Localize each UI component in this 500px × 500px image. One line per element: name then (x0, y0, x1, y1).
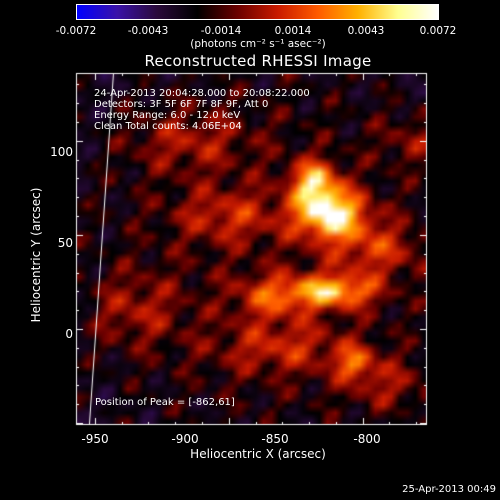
info-total-counts: Clean Total counts: 4.06E+04 (94, 121, 242, 132)
colorbar-tick: 0.0043 (347, 25, 385, 37)
plot-title: Reconstructed RHESSI Image (144, 52, 372, 70)
x-tick-label: -850 (261, 432, 289, 446)
info-time-range: 24-Apr-2013 20:04:28.000 to 20:08:22.000 (94, 88, 310, 99)
peak-position: Position of Peak = [-862,61] (95, 397, 235, 408)
colorbar-tick: 0.0072 (419, 25, 457, 37)
colorbar-unit: (photons cm⁻² s⁻¹ asec⁻²) (190, 38, 326, 50)
x-tick-label: -800 (353, 432, 381, 446)
plot-timestamp: 25-Apr-2013 00:49 (402, 484, 496, 495)
colorbar (76, 4, 439, 20)
x-tick-label: -950 (81, 432, 109, 446)
colorbar-tick: -0.0043 (127, 25, 169, 37)
colorbar-tick: 0.0014 (274, 25, 312, 37)
y-tick-label: 100 (50, 145, 73, 159)
x-axis-label: Heliocentric X (arcsec) (190, 447, 326, 461)
x-tick-label: -900 (171, 432, 199, 446)
info-detectors: Detectors: 3F 5F 6F 7F 8F 9F, Att 0 (94, 99, 269, 110)
y-axis-label: Heliocentric Y (arcsec) (29, 187, 43, 323)
colorbar-tick: -0.0014 (200, 25, 242, 37)
colorbar-tick: -0.0072 (55, 25, 97, 37)
y-tick-label: 0 (65, 327, 73, 341)
y-tick-label: 50 (57, 236, 73, 250)
info-energy-range: Energy Range: 6.0 - 12.0 keV (94, 110, 241, 121)
